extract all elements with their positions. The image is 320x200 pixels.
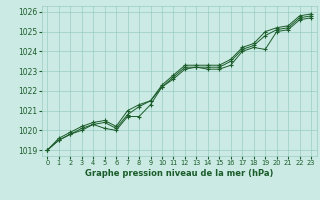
X-axis label: Graphe pression niveau de la mer (hPa): Graphe pression niveau de la mer (hPa) bbox=[85, 169, 273, 178]
